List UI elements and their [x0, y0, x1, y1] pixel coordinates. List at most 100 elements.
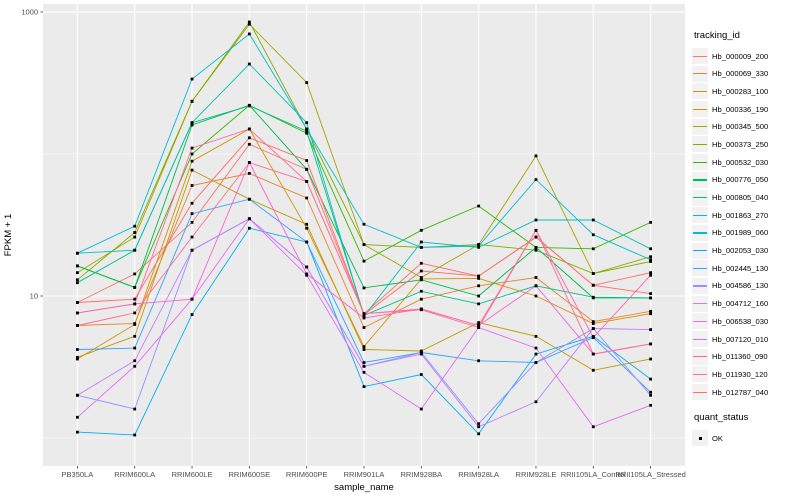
data-point [649, 342, 653, 346]
data-point [362, 259, 366, 263]
x-tick-label: RRIM600LA [114, 470, 155, 479]
quant-status-section: quant_status OK [692, 412, 798, 447]
data-point [591, 233, 595, 237]
data-point [75, 348, 79, 351]
legend-item-Hb_002053_030: Hb_002053_030 [692, 242, 798, 259]
legend-key [692, 118, 708, 135]
data-point [477, 284, 481, 288]
x-tick-label: RRIM928LE [516, 470, 557, 479]
data-point [190, 121, 194, 125]
data-point [419, 269, 423, 273]
legend-item-Hb_000776_050: Hb_000776_050 [692, 171, 798, 188]
data-point [305, 222, 309, 226]
data-point [75, 324, 79, 327]
legend-item-Hb_000373_250: Hb_000373_250 [692, 136, 798, 153]
data-point [419, 240, 423, 244]
data-point [419, 278, 423, 282]
data-point [477, 422, 481, 426]
data-point [362, 243, 366, 247]
data-point [362, 314, 366, 318]
quant-status-key [692, 430, 708, 447]
legend-line-swatch [693, 232, 707, 234]
data-point [247, 127, 251, 131]
x-tick-label: RRIM901LA [344, 470, 385, 479]
data-point [362, 286, 366, 290]
data-point [190, 159, 194, 163]
legend-item-Hb_000805_040: Hb_000805_040 [692, 189, 798, 206]
data-point [362, 370, 366, 374]
data-point [362, 222, 366, 226]
legend-key [692, 384, 708, 401]
data-point [649, 312, 653, 316]
data-point [133, 248, 137, 252]
legend-item-Hb_006538_030: Hb_006538_030 [692, 313, 798, 330]
data-point [305, 81, 309, 85]
data-point [419, 308, 423, 312]
data-point [591, 368, 595, 372]
data-point [190, 220, 194, 224]
data-point [190, 184, 194, 187]
legend-line-swatch [693, 197, 707, 199]
legend-item-Hb_001863_270: Hb_001863_270 [692, 207, 798, 224]
y-axis-title: FPKM + 1 [3, 214, 14, 257]
data-point [534, 154, 538, 158]
legend-item-label: Hb_012787_040 [712, 387, 769, 397]
legend-item-Hb_000345_500: Hb_000345_500 [692, 118, 798, 135]
data-point [247, 62, 251, 66]
data-point [477, 244, 481, 248]
data-point [477, 324, 481, 327]
data-point [419, 407, 423, 411]
data-point [305, 129, 309, 133]
data-point [190, 168, 194, 172]
data-point [419, 373, 423, 376]
data-point [305, 121, 309, 125]
legend-key [692, 101, 708, 118]
legend-line-swatch [693, 285, 707, 287]
data-point [649, 271, 653, 275]
legend-item-label: Hb_002053_030 [712, 246, 769, 256]
data-point [534, 346, 538, 350]
data-point [649, 377, 653, 381]
data-point [534, 294, 538, 298]
data-point [649, 309, 653, 313]
data-point [477, 294, 481, 298]
data-point [190, 297, 194, 301]
legend-key [692, 83, 708, 100]
x-tick-label: RRIM928LA [458, 470, 499, 479]
legend-item-Hb_004712_160: Hb_004712_160 [692, 295, 798, 312]
data-point [591, 425, 595, 429]
data-point [362, 326, 366, 329]
legend-key [692, 295, 708, 312]
legend-item-Hb_007120_010: Hb_007120_010 [692, 331, 798, 347]
data-point [247, 104, 251, 108]
data-point [247, 22, 251, 26]
data-point [591, 272, 595, 275]
data-point [75, 278, 79, 282]
legend-key [692, 65, 708, 82]
data-point [591, 327, 595, 330]
x-tick-label: RRIM928BA [400, 470, 442, 479]
data-point [591, 218, 595, 222]
legend-line-swatch [693, 303, 707, 305]
legend-key [692, 331, 708, 347]
data-point [305, 196, 309, 200]
data-point [419, 297, 423, 301]
data-point [133, 346, 137, 350]
data-point [247, 20, 251, 24]
legend-key [692, 207, 708, 224]
legend-key [692, 242, 708, 259]
data-point [305, 131, 309, 135]
data-point [649, 220, 653, 224]
legend-line-swatch [693, 55, 707, 57]
data-point [591, 336, 595, 339]
data-point [75, 430, 79, 434]
x-tick-label: RRIM600SE [229, 470, 271, 479]
data-point [305, 265, 309, 269]
legend-key [692, 48, 708, 64]
data-point [419, 351, 423, 354]
data-point [305, 240, 309, 244]
legend-item-label: Hb_001863_270 [712, 210, 769, 220]
data-point [649, 328, 653, 331]
data-point [133, 364, 137, 368]
data-point [362, 345, 366, 349]
